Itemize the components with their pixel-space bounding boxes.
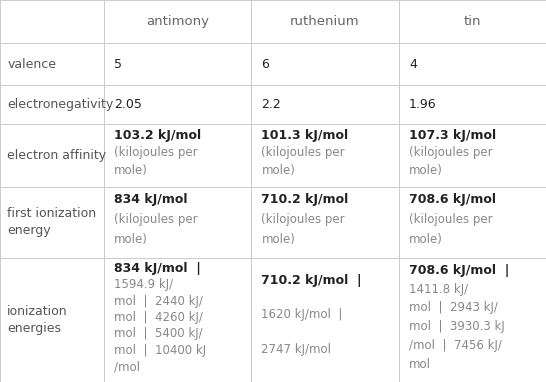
Text: mol: mol [409,358,431,371]
Text: ruthenium: ruthenium [290,15,360,28]
Text: mol  |  2440 kJ/: mol | 2440 kJ/ [114,295,203,308]
Text: mole): mole) [409,233,443,246]
Bar [399,258,546,382]
Text: 2.05: 2.05 [114,98,142,111]
Bar [251,187,399,258]
Text: mole): mole) [409,164,443,177]
Text: 834 kJ/mol: 834 kJ/mol [114,193,188,206]
Text: 103.2 kJ/mol: 103.2 kJ/mol [114,129,201,142]
Text: 710.2 kJ/mol: 710.2 kJ/mol [262,193,349,206]
Bar [104,85,251,124]
Text: 1594.9 kJ/: 1594.9 kJ/ [114,278,173,291]
Text: ionization
energies: ionization energies [7,305,68,335]
Text: first ionization
energy: first ionization energy [7,207,97,238]
Text: 708.6 kJ/mol  |: 708.6 kJ/mol | [409,264,509,277]
Text: (kilojoules per: (kilojoules per [114,213,198,226]
Bar [104,43,251,85]
Bar [104,124,251,187]
Bar [251,258,399,382]
Bar [0,0,104,43]
Text: electronegativity: electronegativity [7,98,114,111]
Text: mol  |  10400 kJ: mol | 10400 kJ [114,344,206,357]
Text: 107.3 kJ/mol: 107.3 kJ/mol [409,129,496,142]
Text: (kilojoules per: (kilojoules per [262,146,345,159]
Text: 1.96: 1.96 [409,98,436,111]
Bar [399,187,546,258]
Text: 101.3 kJ/mol: 101.3 kJ/mol [262,129,348,142]
Bar [399,0,546,43]
Text: mole): mole) [262,233,295,246]
Text: (kilojoules per: (kilojoules per [409,146,492,159]
Text: mol  |  5400 kJ/: mol | 5400 kJ/ [114,327,203,340]
Bar [104,0,251,43]
Text: 708.6 kJ/mol: 708.6 kJ/mol [409,193,496,206]
Text: 710.2 kJ/mol  |: 710.2 kJ/mol | [262,274,362,287]
Text: 834 kJ/mol  |: 834 kJ/mol | [114,262,201,275]
Text: 1620 kJ/mol  |: 1620 kJ/mol | [262,308,343,321]
Bar [0,43,104,85]
Text: tin: tin [464,15,481,28]
Text: 1411.8 kJ/: 1411.8 kJ/ [409,283,468,296]
Text: (kilojoules per: (kilojoules per [114,146,198,159]
Bar [0,124,104,187]
Bar [0,187,104,258]
Text: valence: valence [7,58,56,71]
Text: /mol  |  7456 kJ/: /mol | 7456 kJ/ [409,339,502,352]
Text: 4: 4 [409,58,417,71]
Text: /mol: /mol [114,360,140,373]
Bar [399,124,546,187]
Text: mol  |  2943 kJ/: mol | 2943 kJ/ [409,301,498,314]
Text: (kilojoules per: (kilojoules per [262,213,345,226]
Bar [104,258,251,382]
Bar [251,85,399,124]
Text: (kilojoules per: (kilojoules per [409,213,492,226]
Text: electron affinity: electron affinity [7,149,106,162]
Text: 2747 kJ/mol: 2747 kJ/mol [262,343,331,356]
Bar [251,43,399,85]
Text: mol  |  4260 kJ/: mol | 4260 kJ/ [114,311,203,324]
Text: mole): mole) [262,164,295,177]
Bar [251,124,399,187]
Text: antimony: antimony [146,15,209,28]
Text: 5: 5 [114,58,122,71]
Text: mole): mole) [114,233,148,246]
Bar [399,43,546,85]
Bar [0,85,104,124]
Text: mole): mole) [114,164,148,177]
Bar [251,0,399,43]
Text: 2.2: 2.2 [262,98,281,111]
Text: mol  |  3930.3 kJ: mol | 3930.3 kJ [409,320,505,333]
Bar [0,258,104,382]
Text: 6: 6 [262,58,269,71]
Bar [104,187,251,258]
Bar [399,85,546,124]
